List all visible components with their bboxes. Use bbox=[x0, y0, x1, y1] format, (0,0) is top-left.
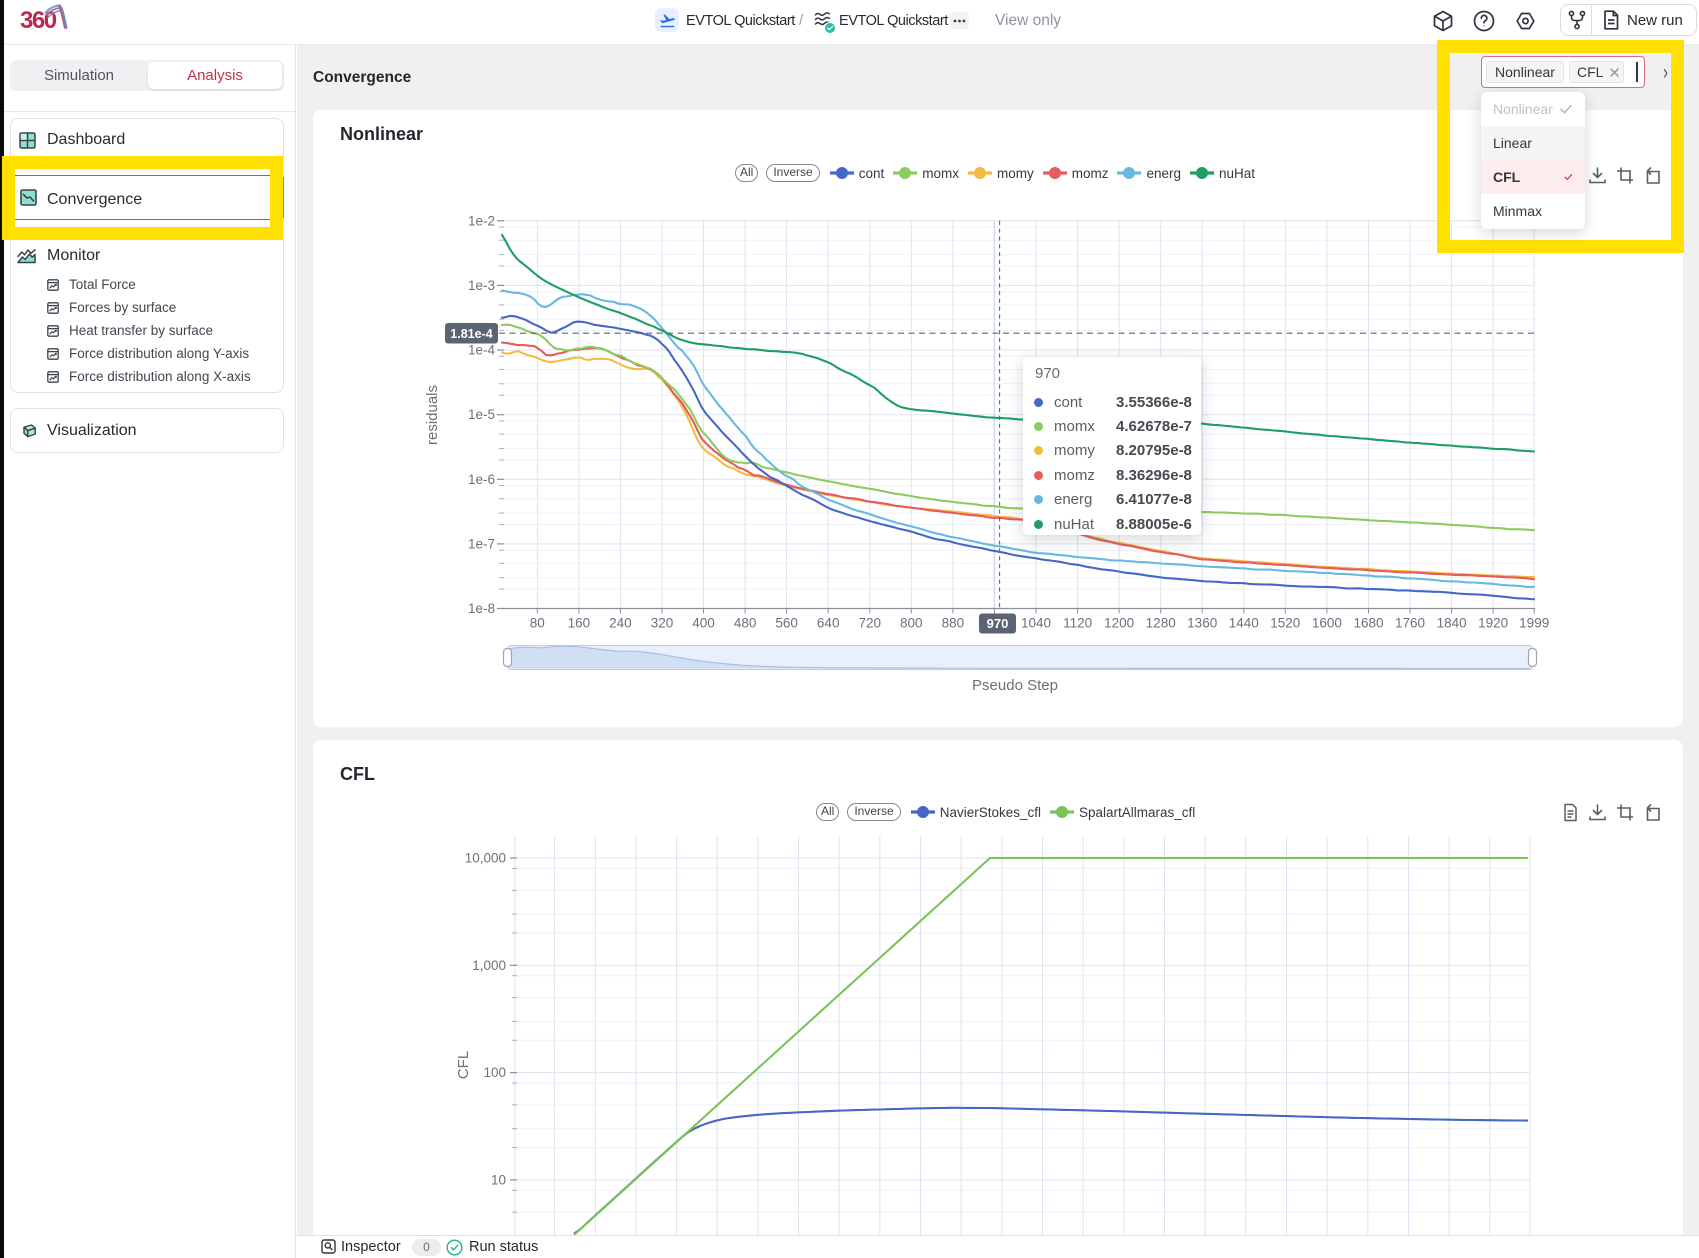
svg-text:1e-8: 1e-8 bbox=[468, 601, 495, 616]
svg-text:1,000: 1,000 bbox=[472, 958, 506, 973]
svg-text:1e-4: 1e-4 bbox=[468, 343, 496, 358]
svg-text:1760: 1760 bbox=[1395, 616, 1425, 631]
svg-text:1999: 1999 bbox=[1519, 616, 1549, 631]
svg-text:320: 320 bbox=[651, 616, 674, 631]
svg-text:residuals: residuals bbox=[424, 385, 441, 445]
svg-text:1e-5: 1e-5 bbox=[468, 407, 495, 422]
svg-text:800: 800 bbox=[900, 616, 923, 631]
svg-text:1120: 1120 bbox=[1063, 616, 1092, 631]
svg-text:10,000: 10,000 bbox=[465, 851, 506, 866]
svg-text:1200: 1200 bbox=[1104, 616, 1134, 631]
svg-text:80: 80 bbox=[530, 616, 545, 631]
svg-text:240: 240 bbox=[609, 616, 632, 631]
svg-text:1520: 1520 bbox=[1270, 616, 1300, 631]
svg-text:1e-2: 1e-2 bbox=[468, 213, 495, 228]
svg-text:1e-6: 1e-6 bbox=[468, 472, 495, 487]
svg-text:Pseudo Step: Pseudo Step bbox=[972, 677, 1058, 694]
svg-text:100: 100 bbox=[483, 1065, 506, 1080]
svg-text:880: 880 bbox=[942, 616, 965, 631]
svg-text:720: 720 bbox=[859, 616, 882, 631]
svg-text:1360: 1360 bbox=[1187, 616, 1217, 631]
svg-text:1e-3: 1e-3 bbox=[468, 278, 495, 293]
svg-text:640: 640 bbox=[817, 616, 840, 631]
svg-text:1840: 1840 bbox=[1437, 616, 1467, 631]
svg-text:480: 480 bbox=[734, 616, 757, 631]
svg-text:1e-7: 1e-7 bbox=[468, 536, 495, 551]
svg-text:10: 10 bbox=[491, 1172, 506, 1187]
svg-text:1040: 1040 bbox=[1021, 616, 1051, 631]
svg-text:160: 160 bbox=[568, 616, 591, 631]
svg-text:400: 400 bbox=[692, 616, 715, 631]
svg-text:970: 970 bbox=[987, 616, 1009, 631]
svg-text:1920: 1920 bbox=[1478, 616, 1508, 631]
svg-text:1600: 1600 bbox=[1312, 616, 1342, 631]
svg-text:1280: 1280 bbox=[1146, 616, 1176, 631]
svg-text:1.81e-4: 1.81e-4 bbox=[450, 327, 492, 341]
svg-text:1440: 1440 bbox=[1229, 616, 1259, 631]
svg-text:560: 560 bbox=[775, 616, 798, 631]
svg-text:1680: 1680 bbox=[1353, 616, 1383, 631]
svg-text:CFL: CFL bbox=[455, 1051, 472, 1079]
